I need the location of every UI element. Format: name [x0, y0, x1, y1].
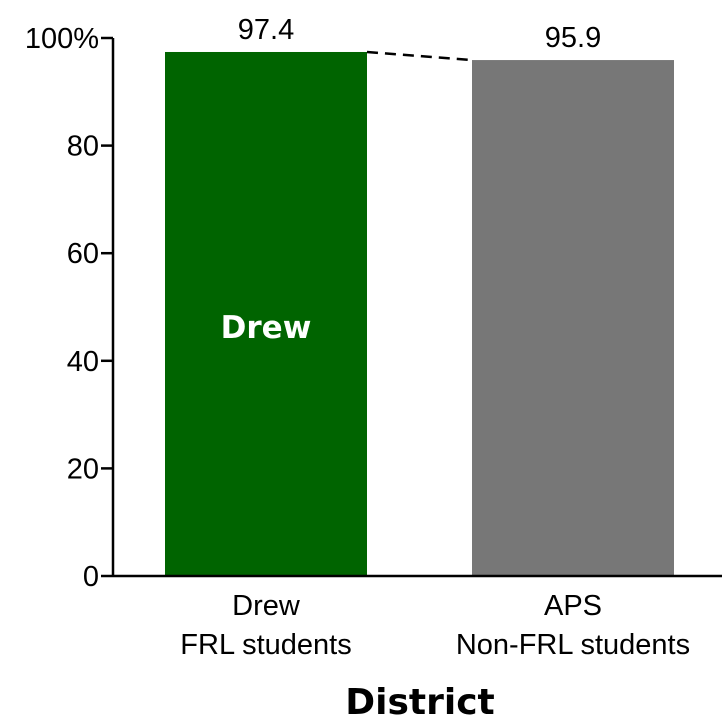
labels-layer: 97.4 Drew Drew FRL students 95.9 APS Non-FRL s…	[25, 14, 690, 661]
y-tick-label-20: 20	[67, 453, 99, 485]
y-tick-label-0: 0	[83, 561, 99, 593]
y-tick-label-100: 100%	[25, 23, 99, 55]
bar-value-label-2: 95.9	[545, 22, 601, 54]
bar-value-label-1: 97.4	[238, 14, 294, 46]
category-label-1-line-2: FRL students	[180, 629, 351, 661]
y-tick-label-40: 40	[67, 346, 99, 378]
bar-2	[472, 60, 674, 577]
bar-1	[165, 51, 367, 577]
y-tick-label-80: 80	[67, 131, 99, 163]
bars-layer	[165, 51, 674, 577]
category-label-2-line-2: Non-FRL students	[456, 629, 690, 661]
bar-inner-label-1: Drew	[221, 310, 312, 346]
y-tick-label-60: 60	[67, 238, 99, 270]
x-axis-title: District	[345, 682, 495, 723]
connector-layer	[366, 50, 473, 62]
category-label-2-line-1: APS	[544, 590, 602, 622]
dashed-connector	[366, 50, 473, 62]
axes-layer	[101, 36, 722, 578]
category-label-1-line-1: Drew	[232, 590, 301, 622]
